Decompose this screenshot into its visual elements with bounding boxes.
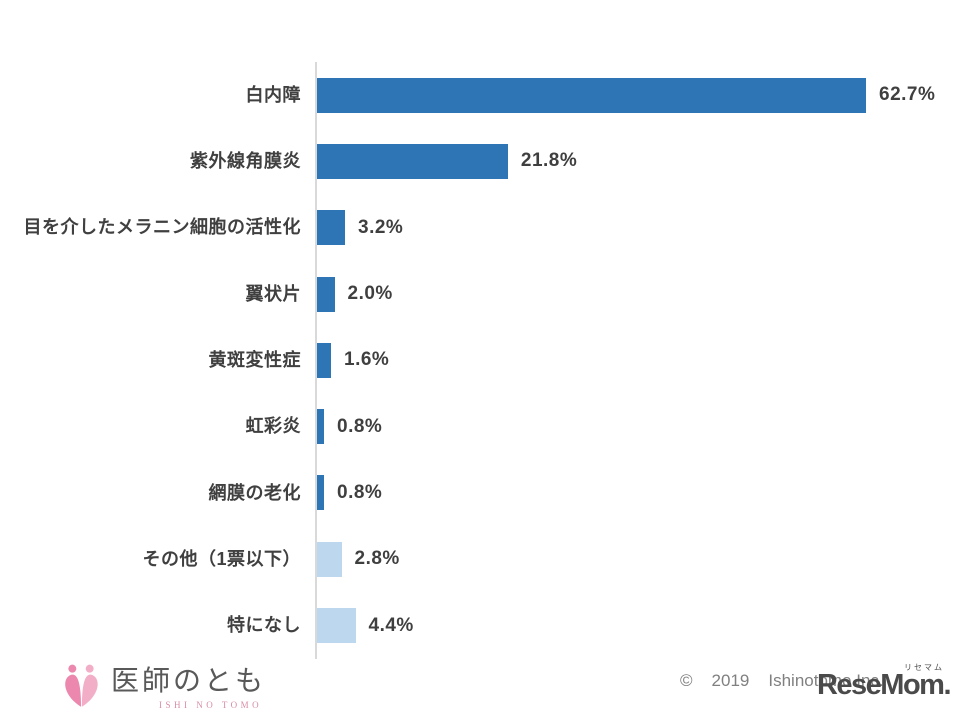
bar-area: 4.4% [315,592,953,659]
bar [317,409,324,445]
copyright-text: © 2019 Ishinotomo Inc. [680,671,884,691]
bar-area: 3.2% [315,194,953,261]
value-label: 3.2% [358,216,404,238]
category-label: 目を介したメラニン細胞の活性化 [23,217,301,238]
bar [317,276,335,312]
bar [317,541,342,577]
category-label: その他（1票以下） [142,548,301,569]
category-label: 虹彩炎 [245,416,301,437]
value-label: 2.0% [347,283,393,305]
chart-row: 翼状片 2.0% [0,260,953,328]
value-label: 0.8% [337,415,383,437]
bar-area: 0.8% [315,459,953,527]
category-label: 黄斑変性症 [208,349,301,370]
bar-area: 1.6% [315,327,953,394]
chart-row: 紫外線角膜炎 21.8% [0,128,953,195]
bar-area: 21.8% [315,128,953,195]
value-label: 2.8% [354,548,400,570]
resemom-wordmark: ReseMom. [816,669,952,701]
brand-romanized: ISHI NO TOMO [159,700,263,710]
copyright-symbol: © [680,671,693,690]
bar [317,342,331,378]
brand-text: 医師のとも ISHI NO TOMO [111,666,267,711]
category-label: 特になし [227,615,301,636]
resemom-logo: リセマム ReseMom. [816,663,952,701]
bar-chart: 白内障 62.7% 紫外線角膜炎 21.8% 目を介したメラニン細胞の活性化 3.2% 翼状… [0,62,953,659]
category-label: 紫外線角膜炎 [190,151,301,172]
bar-area: 2.8% [315,526,953,593]
value-label: 62.7% [879,84,936,106]
chart-row: 白内障 62.7% [0,62,953,129]
value-label: 0.8% [337,481,383,503]
chart-row: 黄斑変性症 1.6% [0,327,953,394]
value-label: 4.4% [368,614,414,636]
bar-area: 62.7% [315,62,953,129]
category-label: 翼状片 [245,283,301,304]
chart-row: 虹彩炎 0.8% [0,393,953,460]
category-label: 白内障 [245,84,301,105]
bar [317,475,324,511]
heart-figures-icon [65,664,98,707]
chart-row: その他（1票以下） 2.8% [0,526,953,593]
chart-row: 目を介したメラニン細胞の活性化 3.2% [0,194,953,261]
value-label: 21.8% [520,150,578,172]
ishinotomo-logo: 医師のとも ISHI NO TOMO [55,660,266,712]
bar [317,77,866,113]
value-label: 1.6% [344,349,390,371]
brand-name: 医師のとも [111,666,267,697]
chart-row: 網膜の老化 0.8% [0,459,953,527]
bar-area: 2.0% [315,260,953,328]
copyright-company: Ishinotomo Inc. [768,671,884,690]
bar [317,608,356,644]
copyright-year: 2019 [711,671,750,690]
bar [317,143,508,179]
bar-area: 0.8% [315,393,953,460]
resemom-ruby: リセマム [904,663,944,672]
bar [317,210,346,246]
chart-row: 特になし 4.4% [0,592,953,659]
category-label: 網膜の老化 [208,482,301,503]
